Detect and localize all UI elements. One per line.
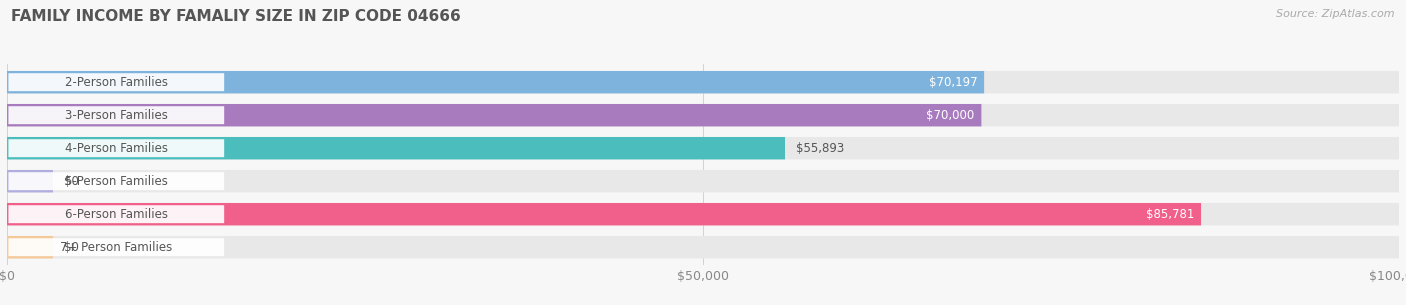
FancyBboxPatch shape bbox=[8, 139, 224, 157]
Text: Source: ZipAtlas.com: Source: ZipAtlas.com bbox=[1277, 9, 1395, 19]
Text: $0: $0 bbox=[65, 241, 79, 254]
Text: $70,197: $70,197 bbox=[928, 76, 977, 89]
Text: $85,781: $85,781 bbox=[1146, 208, 1194, 221]
Text: 5-Person Families: 5-Person Families bbox=[65, 175, 167, 188]
FancyBboxPatch shape bbox=[7, 236, 53, 258]
FancyBboxPatch shape bbox=[8, 238, 224, 256]
FancyBboxPatch shape bbox=[7, 137, 1399, 160]
Text: 6-Person Families: 6-Person Families bbox=[65, 208, 167, 221]
FancyBboxPatch shape bbox=[7, 203, 1399, 225]
FancyBboxPatch shape bbox=[7, 71, 984, 93]
Text: $0: $0 bbox=[65, 175, 79, 188]
FancyBboxPatch shape bbox=[8, 73, 224, 91]
Text: FAMILY INCOME BY FAMALIY SIZE IN ZIP CODE 04666: FAMILY INCOME BY FAMALIY SIZE IN ZIP COD… bbox=[11, 9, 461, 24]
FancyBboxPatch shape bbox=[7, 104, 1399, 126]
Text: $70,000: $70,000 bbox=[927, 109, 974, 122]
FancyBboxPatch shape bbox=[7, 170, 1399, 192]
Text: 7+ Person Families: 7+ Person Families bbox=[60, 241, 173, 254]
Text: 4-Person Families: 4-Person Families bbox=[65, 142, 167, 155]
FancyBboxPatch shape bbox=[7, 71, 1399, 93]
FancyBboxPatch shape bbox=[7, 236, 1399, 258]
FancyBboxPatch shape bbox=[7, 137, 785, 160]
FancyBboxPatch shape bbox=[8, 205, 224, 223]
FancyBboxPatch shape bbox=[7, 203, 1201, 225]
FancyBboxPatch shape bbox=[7, 104, 981, 126]
Text: 3-Person Families: 3-Person Families bbox=[65, 109, 167, 122]
Text: 2-Person Families: 2-Person Families bbox=[65, 76, 167, 89]
FancyBboxPatch shape bbox=[8, 106, 224, 124]
FancyBboxPatch shape bbox=[7, 170, 53, 192]
Text: $55,893: $55,893 bbox=[796, 142, 845, 155]
FancyBboxPatch shape bbox=[8, 172, 224, 190]
